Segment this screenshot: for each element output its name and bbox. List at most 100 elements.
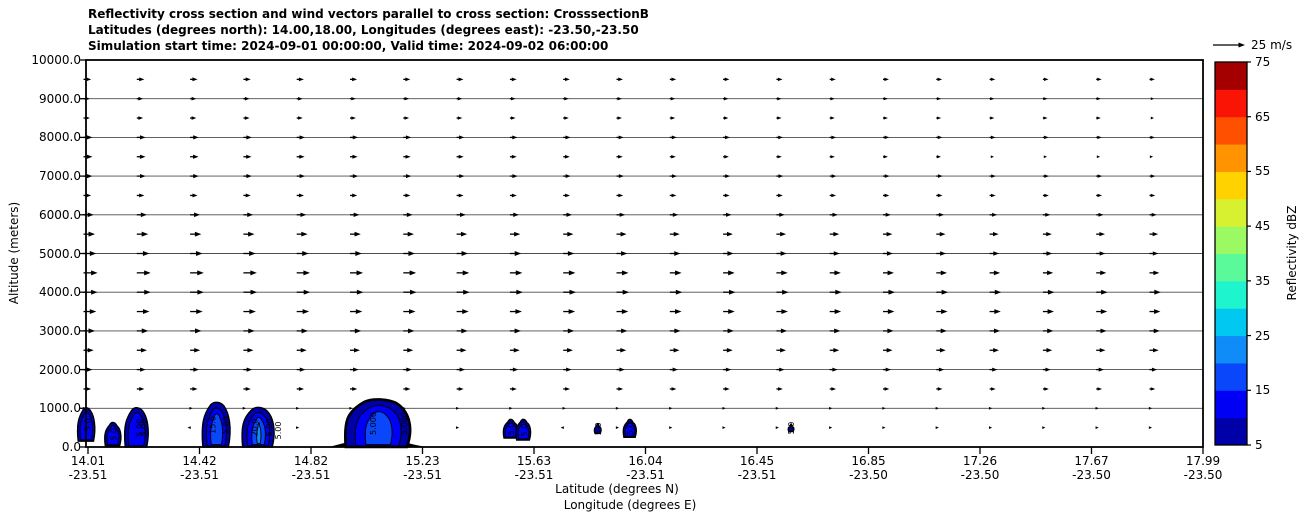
colorbar-tick-label: 25 (1255, 328, 1271, 343)
wind-arrow (564, 116, 569, 120)
wind-arrow (777, 97, 782, 101)
colorbar-band (1215, 280, 1247, 309)
wind-arrow (249, 309, 256, 315)
wind-arrow (246, 135, 252, 140)
wind-arrow (885, 212, 891, 217)
contour-label: 5.0 (507, 423, 516, 436)
x-tick-latitude: 17.67 (1074, 454, 1109, 468)
wind-arrow (299, 367, 306, 372)
wind-arrow (298, 387, 304, 391)
wind-arrow (298, 77, 304, 82)
wind-arrow (138, 96, 144, 101)
x-tick-label: 16.45 -23.51 (725, 454, 789, 482)
wind-arrow (935, 426, 939, 430)
wind-arrow (511, 193, 517, 198)
contour-label: 5.0 (594, 422, 603, 435)
wind-arrow (298, 116, 303, 120)
wind-arrow (568, 309, 576, 315)
y-tick-label: 2000.0 (39, 362, 81, 377)
wind-arrow (1154, 289, 1161, 295)
wind-arrow (1046, 348, 1053, 353)
wind-arrow (1042, 406, 1046, 410)
x-tick-longitude: -23.51 (403, 467, 442, 482)
contour-label: 15.0 (208, 416, 217, 434)
wind-arrow (1095, 406, 1099, 410)
wind-arrow (1152, 232, 1159, 237)
wind-arrow (882, 426, 886, 430)
wind-arrow (140, 173, 146, 179)
x-tick-latitude: 16.04 (628, 454, 663, 468)
colorbar-band (1215, 226, 1247, 254)
wind-arrow (886, 251, 893, 256)
wind-arrow (778, 387, 783, 391)
wind-arrow (1045, 212, 1051, 217)
wind-arrow (940, 251, 947, 256)
wind-arrow (724, 77, 730, 82)
colorbar-tick-label: 15 (1255, 383, 1271, 398)
y-tick-label: 10000.0 (31, 53, 81, 67)
wind-arrow (85, 77, 92, 82)
wind-arrow (352, 193, 358, 198)
wind-arrow (513, 212, 519, 217)
wind-arrow (513, 347, 520, 353)
wind-arrow (91, 289, 98, 295)
wind-arrow (244, 96, 250, 101)
contour-label: 5.0 (626, 422, 635, 435)
x-tick-label: 14.82 -23.51 (279, 454, 343, 482)
wind-arrow (193, 367, 199, 372)
x-tick-longitude: -23.51 (68, 467, 108, 482)
wind-arrow (139, 154, 146, 159)
wind-arrow (459, 367, 466, 372)
wind-arrow (140, 367, 146, 372)
wind-arrow (353, 367, 359, 372)
wind-arrow (1152, 251, 1159, 256)
wind-arrow (1150, 116, 1154, 120)
wind-arrow (777, 155, 782, 159)
reflectivity-cell (787, 423, 795, 433)
wind-arrow (457, 96, 463, 101)
wind-arrow (1044, 135, 1049, 140)
wind-arrow (618, 193, 624, 198)
x-tick-longitude: -23.51 (180, 467, 219, 482)
x-tick-longitude: -23.50 (960, 467, 1000, 482)
wind-arrow (405, 387, 411, 391)
wind-arrow (355, 251, 362, 256)
wind-arrow (722, 426, 726, 430)
wind-arrow (937, 387, 943, 391)
wind-arrow (298, 96, 303, 101)
wind-arrow (724, 155, 729, 159)
wind-arrow (780, 251, 787, 256)
wind-arrow (991, 174, 996, 178)
wind-arrow (144, 270, 151, 276)
wind-arrow (247, 212, 254, 218)
wind-arrow (189, 406, 193, 410)
wind-arrow (727, 251, 734, 256)
colorbar-label: Reflectivity dBZ (1285, 205, 1299, 301)
wind-arrow (194, 231, 202, 237)
wind-arrow (565, 77, 570, 82)
wind-arrow (299, 154, 305, 159)
wind-arrow (566, 367, 572, 372)
wind-arrow (726, 348, 733, 353)
wind-arrow (673, 231, 680, 237)
wind-arrow (1043, 155, 1048, 159)
x-tick-longitude: -23.50 (1183, 467, 1223, 482)
wind-arrow (669, 426, 673, 430)
wind-arrow (404, 96, 410, 101)
wind-arrow (618, 174, 624, 179)
wind-arrow (1150, 193, 1156, 198)
wind-arrow (993, 328, 1001, 334)
wind-arrow (247, 347, 254, 353)
wind-arrow (935, 406, 939, 410)
contour-label: 5.0 (787, 422, 796, 435)
wind-arrow (246, 154, 252, 159)
wind-arrow (887, 270, 894, 276)
wind-arrow (672, 212, 679, 217)
wind-arrow (569, 289, 577, 295)
wind-arrow (191, 116, 197, 120)
wind-arrow (775, 426, 779, 430)
wind-arrow (85, 193, 92, 198)
wind-arrow (992, 231, 999, 237)
colorbar-tick-label: 45 (1255, 219, 1271, 234)
x-tick-longitude: -23.50 (1072, 467, 1111, 482)
